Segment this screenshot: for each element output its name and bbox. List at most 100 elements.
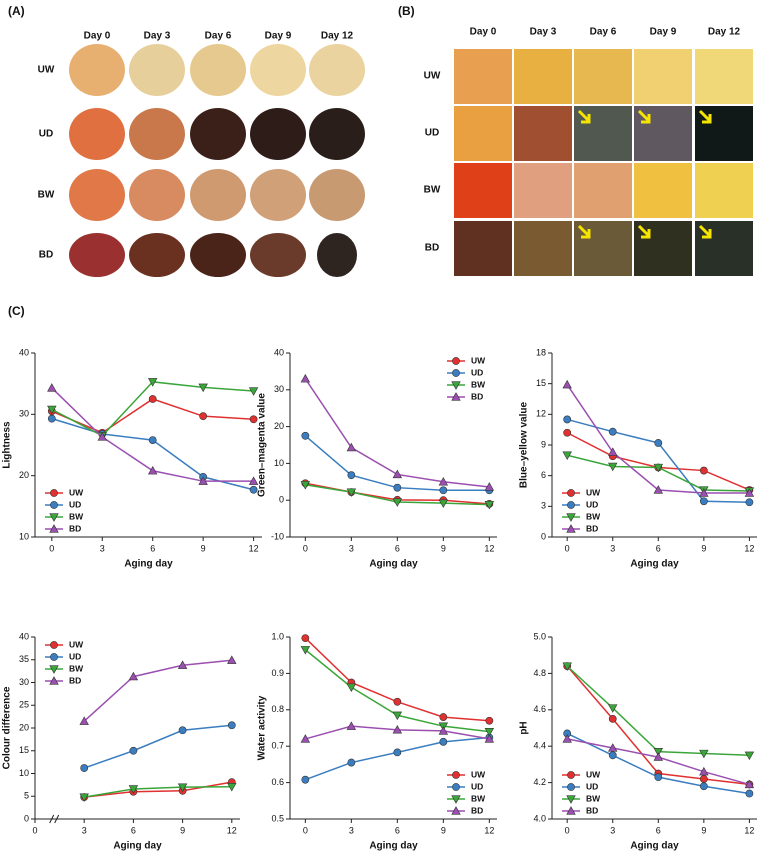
marker (699, 749, 709, 759)
series-line (304, 435, 490, 492)
marker (128, 785, 139, 794)
marker (608, 715, 617, 723)
row-label: BD (39, 250, 53, 261)
photo (129, 169, 185, 221)
marker (178, 726, 187, 735)
marker (484, 734, 495, 743)
legend-marker (50, 501, 58, 509)
marker (248, 476, 259, 485)
marker (608, 743, 618, 752)
arrow-icon (698, 224, 712, 239)
marker (744, 751, 755, 761)
marker (300, 646, 311, 655)
marker (198, 383, 208, 393)
marker (300, 481, 311, 490)
photo (190, 233, 246, 277)
series-line (83, 659, 232, 722)
marker (653, 463, 664, 473)
legend-label: BW (69, 511, 84, 521)
x-tick-label: 9 (441, 825, 446, 835)
marker (485, 716, 494, 725)
marker (699, 466, 708, 475)
marker (128, 671, 139, 681)
marker (80, 764, 89, 772)
row-label: BW (424, 185, 441, 196)
legend-marker (566, 524, 576, 533)
legend-label: UD (586, 781, 598, 791)
series-line (51, 417, 254, 491)
marker (439, 713, 448, 721)
y-axis-label: Lightness (2, 421, 13, 469)
legend-marker (451, 806, 461, 815)
y-tick-label: 12 (536, 409, 546, 419)
marker (347, 758, 356, 767)
y-tick-label: 0.9 (271, 668, 284, 678)
photo (454, 221, 512, 276)
legend-marker (452, 369, 460, 377)
marker (249, 415, 258, 424)
y-tick-label: 20 (274, 421, 284, 431)
row-label: BW (38, 190, 55, 201)
y-tick-label: 30 (19, 677, 29, 687)
series-line (566, 665, 750, 757)
y-tick-label: 0 (24, 813, 29, 823)
marker (608, 751, 617, 760)
marker (199, 412, 208, 421)
x-tick-label: 12 (249, 543, 259, 553)
photo (190, 108, 246, 160)
photo (454, 106, 512, 161)
y-axis-label: Green–magenta value (257, 393, 268, 497)
photo (69, 169, 125, 221)
marker (248, 387, 259, 396)
y-tick-label: 30 (19, 409, 29, 419)
legend-label: BW (471, 379, 486, 389)
photo (250, 169, 306, 221)
photo (309, 108, 365, 160)
y-axis-label: Blue–yellow value (519, 401, 530, 488)
y-tick-label: 18 (536, 347, 546, 357)
arrow-icon (637, 224, 651, 239)
x-tick-label: 12 (484, 543, 494, 553)
y-tick-label: -10 (271, 531, 284, 541)
marker (393, 483, 402, 492)
row-label: UD (425, 128, 439, 139)
column-label: Day 12 (708, 27, 741, 38)
marker (346, 683, 357, 693)
legend-label: UD (586, 499, 598, 509)
legend-marker (452, 771, 460, 779)
column-label: Day 0 (470, 27, 497, 38)
marker (47, 383, 57, 392)
column-label: Day 3 (144, 31, 171, 42)
x-tick-label: 12 (744, 825, 754, 835)
marker (745, 498, 754, 507)
y-tick-label: 5 (24, 791, 29, 801)
legend-marker (49, 676, 59, 685)
marker (300, 373, 311, 383)
marker (653, 752, 664, 761)
photo (514, 221, 572, 276)
photo (190, 169, 246, 221)
legend-label: UD (69, 651, 81, 661)
marker (301, 775, 310, 784)
y-tick-label: 25 (19, 700, 29, 710)
legend-marker (49, 665, 59, 674)
photo (250, 108, 306, 160)
y-tick-label: 20 (19, 470, 29, 480)
panel-label: (C) (8, 304, 25, 318)
y-tick-label: 0.8 (271, 704, 284, 714)
marker (654, 773, 663, 782)
marker (148, 436, 157, 444)
column-label: Day 9 (265, 31, 292, 42)
y-tick-label: 10 (19, 768, 29, 778)
photo (190, 44, 246, 96)
marker (653, 748, 664, 757)
photo (454, 163, 512, 218)
y-tick-label: 15 (536, 378, 546, 388)
column-label: Day 6 (205, 31, 232, 42)
x-tick-label: 6 (395, 825, 400, 835)
marker (744, 779, 755, 789)
marker (699, 782, 708, 791)
legend-label: UW (69, 487, 84, 497)
legend-label: BD (586, 523, 598, 533)
photo (695, 163, 753, 218)
